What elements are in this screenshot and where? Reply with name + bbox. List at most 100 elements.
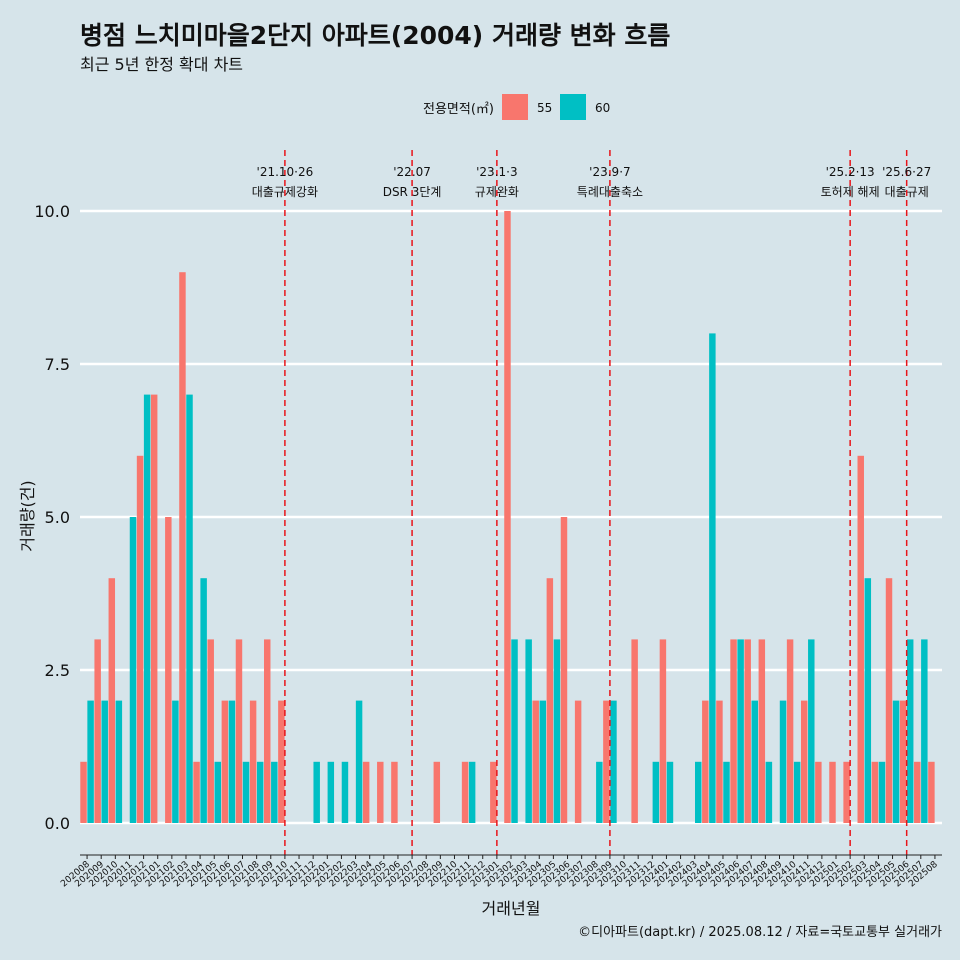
bar-55-202206 [391,761,398,823]
bar-55-202008 [80,761,87,823]
bar-60-202410 [793,761,801,823]
y-axis-label: 거래량(건) [18,480,37,551]
caption: ©디아파트(dapt.kr) / 2025.08.12 / 자료=국토교통부 실… [578,925,942,940]
bar-60-202106 [228,700,236,823]
annotation-date: '23.9·7 [589,165,630,179]
bar-55-202406 [730,639,737,823]
bar-55-202401 [659,639,667,823]
bar-55-202305 [546,578,554,823]
bar-55-202110 [278,700,285,823]
bar-60-202011 [129,517,137,823]
annotations: '21.10·26 대출규제강화 '22.07 DSR 3단계 '23.1·3 규제완화 '… [252,150,931,855]
bar-55-202311 [631,639,638,823]
bar-60-202405 [723,761,730,823]
legend-label-60: 60 [595,101,610,115]
bar-55-202301 [490,761,497,823]
bar-55-202504 [871,761,879,823]
bar-55-202106 [221,700,229,823]
bar-60-202109 [271,761,278,823]
bar-60-202407 [751,700,758,823]
bar-60-202401 [666,761,674,823]
bar-60-202505 [892,700,900,823]
bar-55-202105 [207,639,214,823]
annotation-label: 토허제 해제 [821,185,880,199]
bar-55-202306 [560,517,568,823]
bar-60-202304 [539,700,547,823]
legend: 전용면적(㎡) 55 60 [423,94,610,120]
bar-60-202201 [327,761,335,823]
bar-60-202010 [115,700,123,823]
annotation-label: 특례대출축소 [577,185,643,199]
bar-60-202309 [610,700,617,823]
bar-55-202405 [716,700,723,823]
annotation-label: 대출규제 [885,185,929,199]
bar-55-202407 [744,639,751,823]
bar-55-202412 [815,761,822,823]
annotation-date: '25.6·27 [882,165,931,179]
bar-55-202102 [165,517,172,823]
bar-55-202209 [433,761,441,823]
bar-55-202309 [603,700,610,823]
bar-55-202503 [857,455,864,823]
bar-55-202009 [94,639,101,823]
bar-60-202504 [878,761,886,823]
bar-55-202012 [136,455,144,823]
annotation-label: DSR 3단계 [383,185,442,199]
annotation-date: '21.10·26 [257,165,314,179]
legend-swatch-55 [502,94,528,120]
bar-60-202102 [172,700,179,823]
bar-55-202507 [914,761,921,823]
bar-55-202108 [249,700,257,823]
bar-55-202107 [235,639,243,823]
bar-55-202204 [362,761,370,823]
annotation-label: 규제완화 [475,185,519,199]
bar-60-202105 [214,761,222,823]
bar-60-202009 [101,700,108,823]
bar-55-202508 [928,761,935,823]
y-tick-label: 0.0 [45,814,70,833]
bar-60-202104 [200,578,207,823]
bar-60-202012 [143,394,151,823]
legend-title: 전용면적(㎡) [423,102,494,117]
bar-60-202103 [186,394,193,823]
x-axis: 2020082020092020102020112020122021012021… [59,854,942,889]
bar-55-202404 [702,700,709,823]
bar-60-202408 [765,761,773,823]
bar-55-202501 [829,761,836,823]
bar-55-202304 [532,700,539,823]
annotation-label: 대출규제강화 [252,185,318,199]
bar-60-202203 [355,700,363,823]
bar-55-202302 [504,211,511,823]
annotation-date: '22.07 [393,165,431,179]
bar-55-202411 [800,700,808,823]
bar-60-202411 [808,639,815,823]
bar-60-202211 [468,761,476,823]
bar-55-202010 [108,578,116,823]
bar-60-202404 [709,333,716,823]
bar-60-202112 [313,761,320,823]
annotation-date: '23.1·3 [476,165,517,179]
bar-55-202506 [899,700,907,823]
bar-60-202312 [652,761,660,823]
y-tick-label: 2.5 [45,661,70,680]
y-tick-label: 10.0 [34,202,70,221]
bar-60-202107 [242,761,250,823]
bar-55-202408 [758,639,766,823]
bar-60-202303 [525,639,532,823]
y-tick-label: 5.0 [45,508,70,527]
y-axis: 0.0 2.5 5.0 7.5 10.0 [34,202,70,833]
bar-55-202410 [786,639,794,823]
bar-60-202507 [921,639,928,823]
bar-55-202211 [461,761,469,823]
bar-60-202202 [341,761,349,823]
legend-swatch-60 [560,94,586,120]
chart-title: 병점 느치미마을2단지 아파트(2004) 거래량 변화 흐름 [80,21,670,50]
chart-subtitle: 최근 5년 한정 확대 차트 [80,55,243,74]
bar-55-202307 [574,700,582,823]
bar-55-202104 [193,761,200,823]
bar-55-202502 [843,761,850,823]
x-axis-label: 거래년월 [482,899,541,918]
bar-55-202205 [377,761,384,823]
